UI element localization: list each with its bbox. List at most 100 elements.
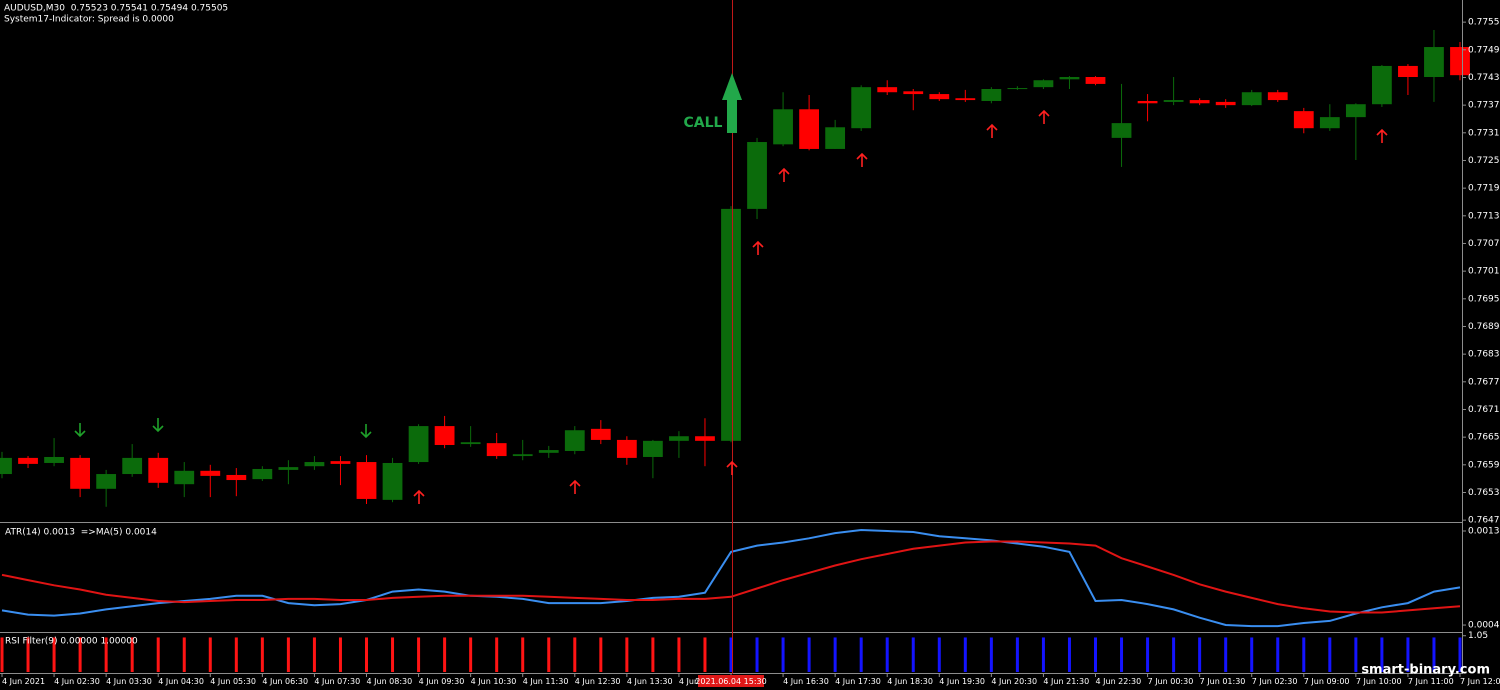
histogram-bar: [312, 637, 316, 672]
x-tick-label: 4 Jun 13:30: [627, 677, 673, 686]
indicator-line: [1, 528, 1461, 628]
up-arrow: [569, 479, 581, 494]
candle-body: [434, 426, 455, 445]
histogram-bar: [1120, 637, 1124, 672]
histogram-bar: [1302, 637, 1306, 672]
x-tick-label: 4 Jun 21:30: [1043, 677, 1089, 686]
down-arrow: [152, 418, 164, 433]
histogram-bar: [208, 637, 212, 672]
candle-body: [1111, 123, 1132, 138]
histogram-bar: [1172, 637, 1176, 672]
histogram-bar: [885, 637, 889, 672]
histogram-bar: [1328, 637, 1332, 672]
histogram-bar: [1458, 637, 1462, 672]
candle-body: [356, 462, 377, 499]
y-tick-label: 0.76535: [1468, 488, 1500, 498]
candle-body: [669, 436, 689, 441]
up-arrow: [986, 123, 998, 138]
candle-body: [408, 426, 429, 463]
x-tick-label: 4 Jun 2021: [2, 677, 45, 686]
buy-arrows: [413, 109, 1388, 504]
histogram-bar: [651, 637, 655, 672]
candle-body: [96, 474, 117, 489]
candle-body: [877, 87, 898, 93]
x-tick-label: 4 Jun 06:30: [262, 677, 308, 686]
candle-body: [122, 457, 143, 475]
x-tick-label: 4 Jun 09:30: [419, 677, 465, 686]
indicator-info: System17-Indicator: Spread is 0.0000: [4, 15, 174, 25]
candle-body: [1450, 47, 1470, 76]
histogram-bar: [755, 637, 759, 672]
histogram-bar: [104, 637, 108, 672]
x-tick-label: 4 Jun: [679, 677, 699, 686]
histogram-bar: [729, 637, 733, 672]
x-tick-label: 2021.06.04 15:30: [695, 677, 766, 686]
histogram-bar: [781, 637, 785, 672]
histogram-bar: [443, 637, 447, 672]
histogram-bar: [599, 637, 603, 672]
call-label: CALL: [684, 115, 723, 131]
y-tick-label: 0.76955: [1468, 294, 1500, 304]
y-tick-label: 0.77555: [1468, 18, 1500, 28]
x-tick-label: 4 Jun 08:30: [367, 677, 413, 686]
candle-body: [1267, 92, 1288, 101]
x-tick-label: 7 Jun 01:30: [1200, 677, 1246, 686]
x-tick-label: 4 Jun 19:30: [939, 677, 985, 686]
candle-body: [903, 91, 924, 95]
y-tick-label: 0.77315: [1468, 128, 1500, 138]
candle-body: [1319, 117, 1340, 129]
histogram-bar: [1198, 637, 1202, 672]
candle-body: [44, 456, 64, 463]
x-tick-label: 4 Jun 11:30: [523, 677, 569, 686]
atr-title: ATR(14) 0.0013 =>MA(5) 0.0014: [5, 528, 157, 538]
histogram-bar: [365, 637, 368, 672]
up-arrow: [413, 489, 425, 504]
x-tick-label: 4 Jun 03:30: [106, 677, 152, 686]
candle-body: [304, 462, 325, 467]
x-tick-label: 7 Jun 09:00: [1304, 677, 1350, 686]
candle-body: [773, 109, 793, 145]
candle-body: [747, 142, 767, 209]
watermark: smart-binary.com: [1361, 663, 1490, 678]
histogram-bar: [833, 637, 837, 672]
histogram-bar: [937, 637, 941, 672]
candle-body: [825, 127, 846, 149]
candle-body: [799, 109, 820, 149]
candle-body: [955, 98, 976, 101]
candle-body: [1345, 104, 1366, 118]
histogram-bar: [1354, 637, 1358, 672]
histogram-bar: [1432, 637, 1436, 672]
candle-body: [70, 457, 91, 489]
symbol-info: AUDUSD,M30 0.75523 0.75541 0.75494 0.755…: [4, 4, 228, 14]
candle-body: [1215, 101, 1236, 106]
histogram-bar: [417, 637, 421, 672]
candle-body: [148, 457, 169, 483]
histogram-bar: [989, 637, 993, 672]
candle-body: [1137, 100, 1158, 104]
x-tick-label: 7 Jun 11:00: [1408, 677, 1454, 686]
down-arrow: [74, 423, 86, 438]
histogram-bar: [26, 637, 30, 672]
candle-body: [226, 474, 247, 481]
y-tick-label: 0.76835: [1468, 350, 1500, 360]
x-tick-label: 4 Jun 02:30: [54, 677, 100, 686]
x-tick-label: 4 Jun 16:30: [783, 677, 829, 686]
candle-body: [486, 443, 507, 457]
histogram-bar: [911, 637, 915, 672]
histogram-bar: [1015, 637, 1019, 672]
candle-body: [200, 470, 221, 476]
candle-body: [1033, 80, 1054, 88]
x-tick-label: 4 Jun 18:30: [887, 677, 933, 686]
y-tick-label: 0.76655: [1468, 433, 1500, 443]
x-tick-label: 4 Jun 07:30: [314, 677, 360, 686]
candle-body: [1085, 77, 1106, 84]
candle-body: [721, 208, 741, 441]
y-tick-label: 0.76775: [1468, 377, 1500, 387]
histogram-bar: [469, 637, 473, 672]
sell-arrows: [74, 418, 372, 439]
x-tick-label: 4 Jun 20:30: [991, 677, 1037, 686]
up-arrow: [1038, 109, 1050, 124]
histogram-bar: [859, 637, 863, 672]
histogram-bar: [807, 637, 811, 672]
candle-body: [382, 462, 403, 500]
